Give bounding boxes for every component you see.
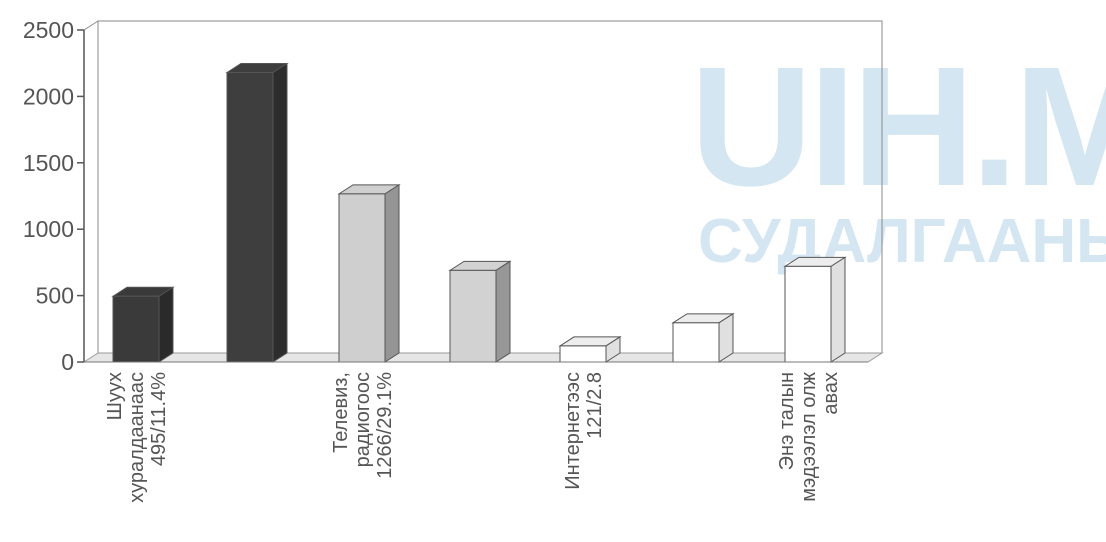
category-label-line: 121/2.8 [584,372,606,439]
category-label: Телевиз, радиогоос 1266/29.1% [330,372,396,479]
bar-side-face [718,312,734,363]
category-label-line: хуралдаанаас [126,372,148,503]
y-axis: 0 500 1000 1500 2000 2500 [23,17,868,375]
y-tick-label: 500 [36,283,74,309]
y-tick-label: 0 [61,349,74,375]
category-label-line: Шуух [104,372,126,420]
bar-side-face [384,183,400,363]
bar [448,260,512,363]
x-axis-labels: Шуух хуралдаанаас 495/11.4% Телевиз, радиого… [104,371,842,503]
watermark-subtitle: СУДАЛГААНЫ САН [698,207,1106,276]
bar [558,336,622,363]
y-tick-label: 2000 [23,83,74,109]
category-label-line: Телевиз, [330,372,352,453]
bar [337,183,401,363]
chart-marks [111,62,847,363]
category-label-line: 495/11.4% [148,372,170,466]
bar-front-face [338,193,386,363]
bar-front-face [559,345,607,363]
y-tick-label: 2500 [23,17,74,43]
bar [111,286,175,363]
bar-side-face [830,256,846,363]
category-label-line: 1266/29.1% [374,372,396,479]
watermark-title: UIH.MN [690,32,1106,222]
category-label: Энэ талын мэдээлэл олж авах [776,371,842,501]
bar [671,312,735,363]
category-label: Интернетээс 121/2.8 [562,372,606,490]
bar-front-face [112,295,160,363]
plot-wall-edge [83,20,99,31]
bar [225,62,289,363]
bar-side-face [272,62,288,363]
bar-front-face [226,71,274,363]
category-label: Шуух хуралдаанаас 495/11.4% [104,372,170,503]
y-tick-label: 1000 [23,216,74,242]
category-label-line: Интернетээс [562,372,584,490]
bar-front-face [449,269,497,363]
bar [783,256,847,363]
bar-side-face [158,286,174,363]
watermark: UIH.MN СУДАЛГААНЫ САН [690,32,1106,276]
category-label-line: авах [820,372,842,415]
bar-front-face [672,322,720,363]
category-label-line: мэдээлэл олж [798,371,820,501]
category-label-line: Энэ талын [776,372,798,470]
category-label-line: радиогоос [352,372,374,467]
bar-front-face [784,265,832,363]
y-tick-label: 1500 [23,150,74,176]
bar-side-face [495,260,511,363]
